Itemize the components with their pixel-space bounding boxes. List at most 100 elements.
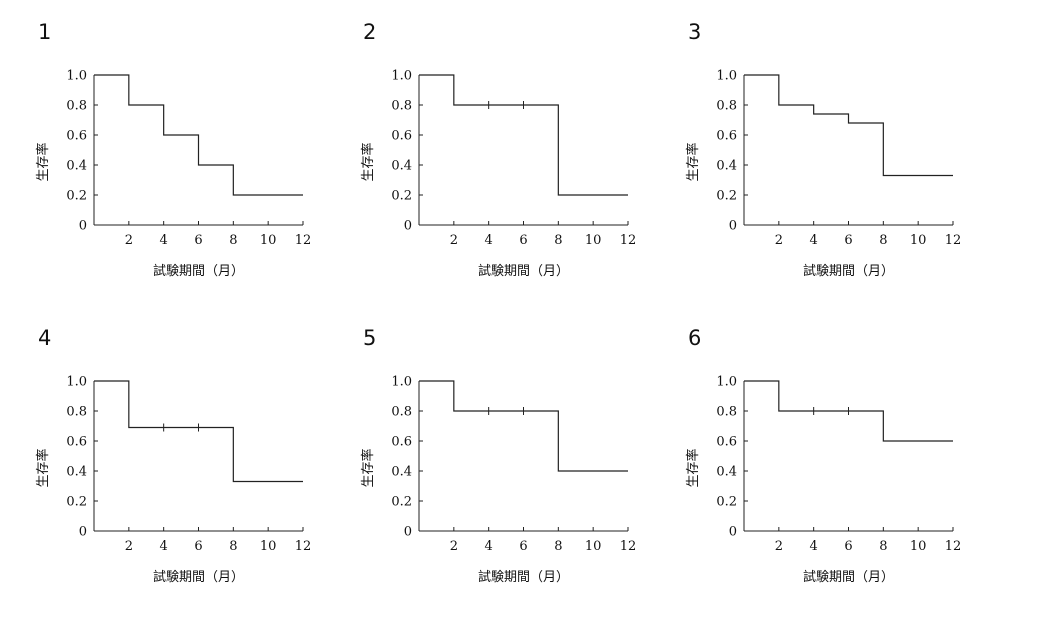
y-tick-label: 0 — [729, 525, 737, 540]
panel-number: 1 — [38, 20, 52, 44]
x-tick-label: 4 — [810, 233, 818, 248]
x-tick-label: 2 — [775, 539, 783, 554]
panel-number: 2 — [363, 20, 377, 44]
x-tick-label: 8 — [229, 233, 237, 248]
y-tick-label: 0.4 — [716, 159, 737, 174]
x-tick-label: 2 — [775, 233, 783, 248]
x-tick-label: 8 — [879, 539, 887, 554]
y-tick-label: 0 — [729, 219, 737, 234]
x-tick-label: 2 — [450, 539, 458, 554]
survival-plot: 0 0.2 0.4 0.6 0.8 1.0 2 4 6 8 10 12 試験期間（月） 生存率 — [360, 375, 637, 586]
survival-plot: 0 0.2 0.4 0.6 0.8 1.0 2 4 6 8 10 12 試験期間（月） 生存率 — [35, 69, 312, 280]
y-tick-label: 0.4 — [66, 465, 87, 480]
x-tick-label: 4 — [485, 233, 493, 248]
y-tick-label: 1.0 — [716, 69, 737, 84]
x-tick-label: 4 — [160, 233, 168, 248]
y-tick-label: 0.6 — [716, 129, 737, 144]
x-tick-label: 12 — [945, 233, 962, 248]
x-tick-label: 8 — [879, 233, 887, 248]
x-tick-label: 10 — [585, 539, 602, 554]
y-tick-label: 0.2 — [716, 495, 737, 510]
y-tick-label: 0.4 — [391, 159, 412, 174]
y-tick-label: 0 — [404, 219, 412, 234]
x-tick-label: 4 — [485, 539, 493, 554]
survival-step-line — [744, 74, 953, 177]
y-tick-label: 0.6 — [391, 435, 412, 450]
y-tick-label: 0.8 — [66, 99, 87, 114]
y-tick-label: 0.2 — [66, 189, 87, 204]
x-tick-label: 10 — [260, 233, 277, 248]
x-tick-label: 12 — [620, 233, 637, 248]
x-axis-label: 試験期間（月） — [478, 569, 569, 585]
survival-chart-panel: 5 0 0.2 0.4 0.6 0.8 1.0 2 4 6 8 10 12 試験期間（月） 生存率 — [360, 326, 693, 616]
y-tick-label: 1.0 — [66, 375, 87, 390]
y-tick-label: 0.8 — [66, 405, 87, 420]
x-tick-label: 12 — [295, 539, 312, 554]
y-tick-label: 0.8 — [716, 99, 737, 114]
panel-number: 5 — [363, 326, 377, 350]
panel-number: 3 — [688, 20, 702, 44]
x-axis-label: 試験期間（月） — [153, 263, 244, 279]
y-tick-label: 0 — [79, 525, 87, 540]
x-tick-label: 4 — [810, 539, 818, 554]
x-tick-label: 10 — [585, 233, 602, 248]
y-tick-label: 0.6 — [716, 435, 737, 450]
x-tick-label: 6 — [194, 233, 202, 248]
x-tick-label: 2 — [125, 233, 133, 248]
x-tick-label: 8 — [554, 233, 562, 248]
x-tick-label: 12 — [945, 539, 962, 554]
x-tick-label: 8 — [229, 539, 237, 554]
survival-chart-panel: 6 0 0.2 0.4 0.6 0.8 1.0 2 4 6 8 10 12 試験期間（月） 生存率 — [685, 326, 1018, 616]
x-axis-label: 試験期間（月） — [478, 263, 569, 279]
y-tick-label: 0.2 — [716, 189, 737, 204]
y-tick-label: 1.0 — [66, 69, 87, 84]
y-tick-label: 0.2 — [391, 189, 412, 204]
x-tick-label: 6 — [194, 539, 202, 554]
y-tick-label: 0.6 — [391, 129, 412, 144]
y-tick-label: 0.2 — [66, 495, 87, 510]
survival-plot: 0 0.2 0.4 0.6 0.8 1.0 2 4 6 8 10 12 試験期間（月） 生存率 — [685, 375, 962, 586]
y-axis-label: 生存率 — [35, 142, 51, 181]
x-axis-label: 試験期間（月） — [153, 569, 244, 585]
survival-plot: 0 0.2 0.4 0.6 0.8 1.0 2 4 6 8 10 12 試験期間（月） 生存率 — [360, 69, 637, 280]
survival-chart-panel: 1 0 0.2 0.4 0.6 0.8 1.0 2 4 6 8 10 12 試験期間（月） 生存率 — [35, 20, 368, 310]
y-tick-label: 0.4 — [66, 159, 87, 174]
y-tick-label: 0.2 — [391, 495, 412, 510]
x-tick-label: 10 — [910, 233, 927, 248]
x-axis-label: 試験期間（月） — [803, 569, 894, 585]
y-axis-label: 生存率 — [685, 448, 701, 487]
panel-number: 4 — [38, 326, 52, 350]
y-tick-label: 0.6 — [66, 435, 87, 450]
x-tick-label: 6 — [519, 539, 527, 554]
x-axis-label: 試験期間（月） — [803, 263, 894, 279]
survival-step-line — [419, 380, 628, 472]
y-tick-label: 0.4 — [391, 465, 412, 480]
y-tick-label: 1.0 — [391, 69, 412, 84]
survival-step-line — [419, 74, 628, 196]
x-tick-label: 10 — [260, 539, 277, 554]
x-tick-label: 6 — [519, 233, 527, 248]
y-axis-label: 生存率 — [360, 448, 376, 487]
panel-number: 6 — [688, 326, 702, 350]
survival-chart-panel: 4 0 0.2 0.4 0.6 0.8 1.0 2 4 6 8 10 12 試験期間（月） 生存率 — [35, 326, 368, 616]
x-tick-label: 12 — [620, 539, 637, 554]
y-tick-label: 0.8 — [716, 405, 737, 420]
survival-plot: 0 0.2 0.4 0.6 0.8 1.0 2 4 6 8 10 12 試験期間（月） 生存率 — [685, 69, 962, 280]
survival-chart-panel: 3 0 0.2 0.4 0.6 0.8 1.0 2 4 6 8 10 12 試験期間（月） 生存率 — [685, 20, 1018, 310]
y-tick-label: 0.6 — [66, 129, 87, 144]
y-tick-label: 1.0 — [391, 375, 412, 390]
survival-step-line — [94, 74, 303, 196]
y-axis-label: 生存率 — [360, 142, 376, 181]
y-tick-label: 1.0 — [716, 375, 737, 390]
x-tick-label: 4 — [160, 539, 168, 554]
y-tick-label: 0.4 — [716, 465, 737, 480]
survival-chart-panel: 2 0 0.2 0.4 0.6 0.8 1.0 2 4 6 8 10 12 試験期間（月） 生存率 — [360, 20, 693, 310]
x-tick-label: 6 — [844, 233, 852, 248]
y-tick-label: 0 — [404, 525, 412, 540]
x-tick-label: 12 — [295, 233, 312, 248]
y-tick-label: 0.8 — [391, 99, 412, 114]
x-tick-label: 2 — [450, 233, 458, 248]
y-tick-label: 0 — [79, 219, 87, 234]
y-tick-label: 0.8 — [391, 405, 412, 420]
survival-plot: 0 0.2 0.4 0.6 0.8 1.0 2 4 6 8 10 12 試験期間（月） 生存率 — [35, 375, 312, 586]
